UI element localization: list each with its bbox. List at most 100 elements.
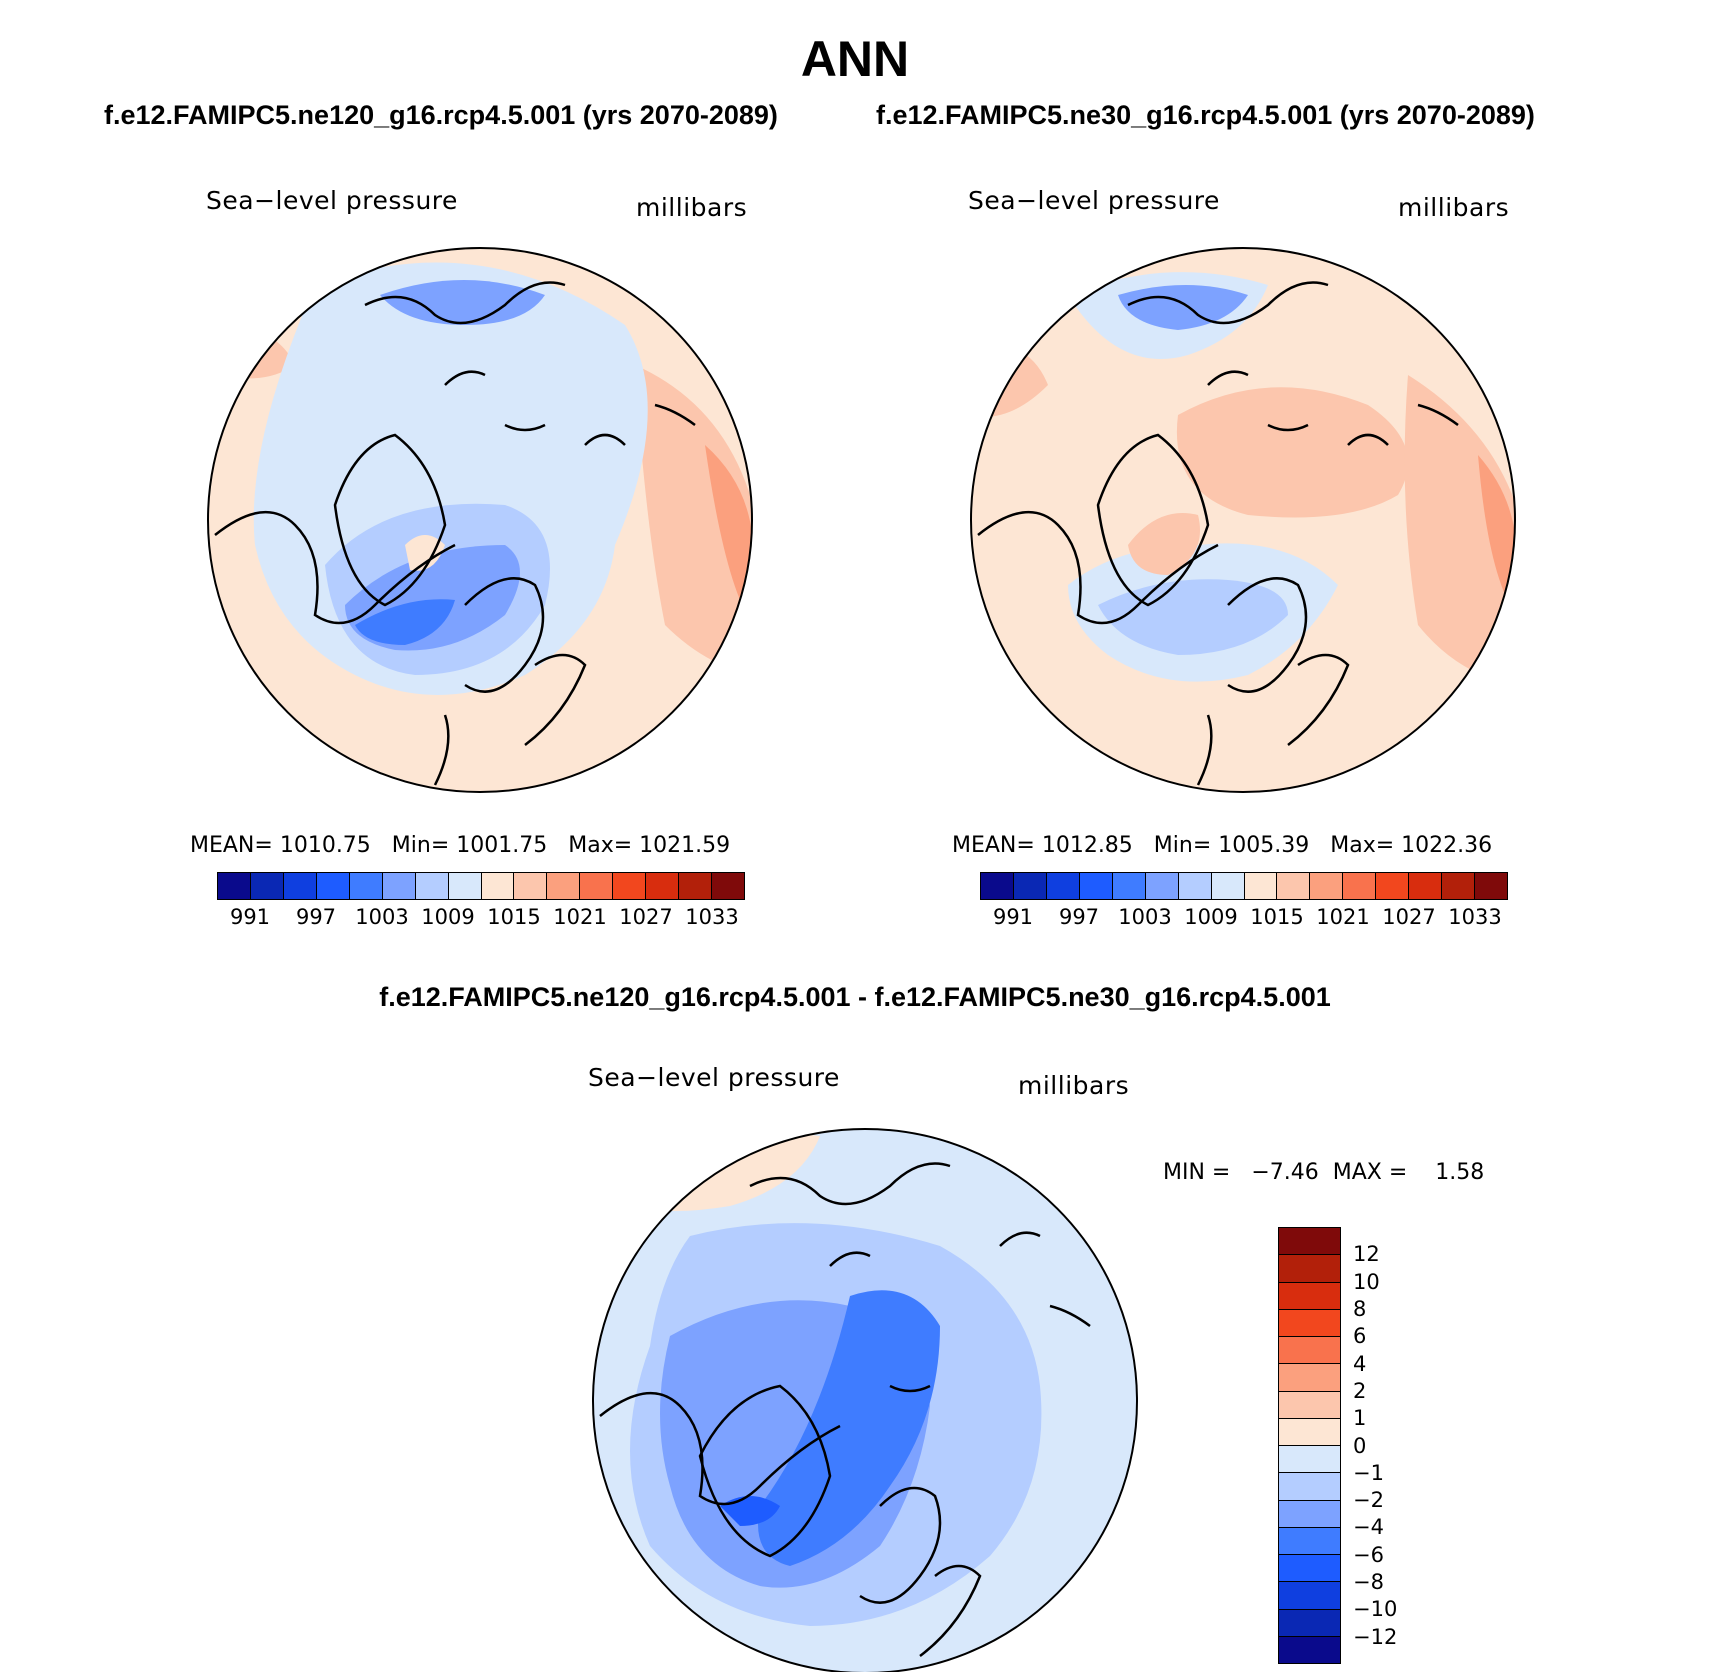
right-colorbar-swatch [1277, 873, 1311, 899]
right-colorbar-swatch [1244, 873, 1278, 899]
diff-colorbar-swatch [1279, 1309, 1340, 1337]
left-min-label: Min= [391, 833, 450, 858]
right-map-high-east [1404, 375, 1515, 685]
left-colorbar [217, 872, 745, 900]
left-colorbar-swatch [679, 873, 713, 899]
left-colorbar-swatch [712, 873, 744, 899]
right-max-label: Max= [1330, 833, 1395, 858]
diff-colorbar-swatch [1279, 1527, 1340, 1555]
right-mean-value: 1012.85 [1041, 833, 1133, 858]
left-map-coastlines [214, 281, 696, 786]
left-colorbar-tick-label: 991 [229, 905, 271, 929]
left-map-greenland-high [405, 535, 445, 571]
diff-colorbar-swatch [1279, 1418, 1340, 1446]
left-colorbar-swatch [580, 873, 614, 899]
diff-colorbar-swatch [1279, 1228, 1340, 1256]
left-mean-value: 1010.75 [279, 833, 371, 858]
left-colorbar-swatch [514, 873, 548, 899]
left-panel-case-title: f.e12.FAMIPC5.ne120_g16.rcp4.5.001 (yrs … [104, 100, 778, 130]
diff-slp-map [592, 1128, 1138, 1672]
left-colorbar-swatch [349, 873, 383, 899]
left-units-label: millibars [636, 193, 748, 222]
diff-stats: MIN = −7.46 MAX = 1.58 [1163, 1160, 1484, 1185]
diff-colorbar-swatch [1279, 1337, 1340, 1365]
right-colorbar-swatch [1211, 873, 1245, 899]
left-max-label: Max= [568, 833, 633, 858]
diff-colorbar-tick-label: 1 [1353, 1406, 1367, 1431]
diff-colorbar-swatch [1279, 1282, 1340, 1310]
right-colorbar-swatch [1343, 873, 1377, 899]
diff-colorbar-swatch [1279, 1391, 1340, 1419]
left-colorbar-swatch [382, 873, 416, 899]
right-slp-map [970, 247, 1516, 793]
left-min-value: 1001.75 [456, 833, 548, 858]
diff-variable-label: Sea−level pressure [588, 1063, 840, 1092]
diff-colorbar-swatch [1279, 1364, 1340, 1392]
diff-colorbar-swatch [1279, 1473, 1340, 1501]
diff-colorbar-tick-label: 8 [1353, 1296, 1367, 1321]
right-colorbar-swatch [1145, 873, 1179, 899]
right-colorbar-swatch [1013, 873, 1047, 899]
diff-map-coastlines [599, 1162, 1091, 1657]
right-units-label: millibars [1398, 193, 1510, 222]
left-colorbar-swatch [547, 873, 581, 899]
diff-colorbar-tick-label: 2 [1353, 1378, 1367, 1403]
right-colorbar-swatch [1079, 873, 1113, 899]
right-map-boundary [970, 247, 1516, 793]
left-stats: MEAN= 1010.75 Min= 1001.75 Max= 1021.59 [190, 833, 730, 858]
right-min-label: Min= [1153, 833, 1212, 858]
diff-min-label: MIN = [1163, 1160, 1231, 1185]
diff-colorbar-swatch [1279, 1255, 1340, 1283]
right-colorbar-swatch [1409, 873, 1443, 899]
right-map-high-polar [1176, 387, 1408, 518]
left-colorbar-tick-label: 1033 [685, 905, 739, 929]
left-colorbar-tick-label: 1015 [487, 905, 541, 929]
right-stats: MEAN= 1012.85 Min= 1005.39 Max= 1022.36 [952, 833, 1492, 858]
left-colorbar-swatch [481, 873, 515, 899]
diff-colorbar-tick-label: 0 [1353, 1433, 1367, 1458]
right-colorbar-swatch [1178, 873, 1212, 899]
right-colorbar-swatch [1112, 873, 1146, 899]
left-map-boundary [207, 247, 753, 793]
right-map-high-core [1478, 455, 1515, 615]
diff-colorbar-swatch [1279, 1636, 1340, 1663]
left-colorbar-tick-label: 997 [295, 905, 337, 929]
left-colorbar-swatch [415, 873, 449, 899]
left-colorbar-tick-label: 1003 [355, 905, 409, 929]
right-colorbar-swatch [1376, 873, 1410, 899]
diff-colorbar-swatch [1279, 1555, 1340, 1583]
right-colorbar-tick-label: 1003 [1118, 905, 1172, 929]
diff-max-label: MAX = [1332, 1160, 1408, 1185]
right-panel-case-title: f.e12.FAMIPC5.ne30_g16.rcp4.5.001 (yrs 2… [876, 100, 1535, 130]
right-colorbar-tick-label: 991 [992, 905, 1034, 929]
diff-max-value: 1.58 [1435, 1160, 1485, 1185]
right-colorbar-swatch [981, 873, 1014, 899]
diff-colorbar-tick-label: 6 [1353, 1324, 1367, 1349]
right-colorbar-swatch [1310, 873, 1344, 899]
diff-panel-case-title: f.e12.FAMIPC5.ne120_g16.rcp4.5.001 - f.e… [379, 982, 1331, 1012]
diff-colorbar-tick-label: −8 [1353, 1570, 1384, 1595]
left-map-high-east [635, 365, 752, 675]
right-max-value: 1022.36 [1401, 833, 1493, 858]
right-map-greenland-high [1128, 513, 1200, 575]
diff-colorbar-tick-label: −1 [1353, 1460, 1384, 1485]
left-colorbar-tick-label: 1009 [421, 905, 475, 929]
diff-colorbar-tick-label: 4 [1353, 1351, 1367, 1376]
left-colorbar-swatch [613, 873, 647, 899]
diff-colorbar-tick-label: −10 [1353, 1597, 1398, 1622]
left-map-low-core [355, 599, 455, 645]
right-colorbar-tick-label: 1027 [1382, 905, 1436, 929]
right-colorbar [980, 872, 1508, 900]
figure-title: ANN [800, 31, 910, 87]
right-colorbar-tick-label: 1015 [1250, 905, 1304, 929]
right-mean-label: MEAN= [952, 833, 1035, 858]
diff-colorbar-tick-label: −2 [1353, 1488, 1384, 1513]
left-slp-map [207, 247, 753, 793]
diff-colorbar-swatch [1279, 1446, 1340, 1474]
right-map-coastlines [977, 281, 1459, 786]
right-colorbar-swatch [1442, 873, 1476, 899]
diff-colorbar-swatch [1279, 1500, 1340, 1528]
left-colorbar-swatch [316, 873, 350, 899]
left-map-low-north [380, 280, 545, 325]
diff-min-value: −7.46 [1251, 1160, 1319, 1185]
